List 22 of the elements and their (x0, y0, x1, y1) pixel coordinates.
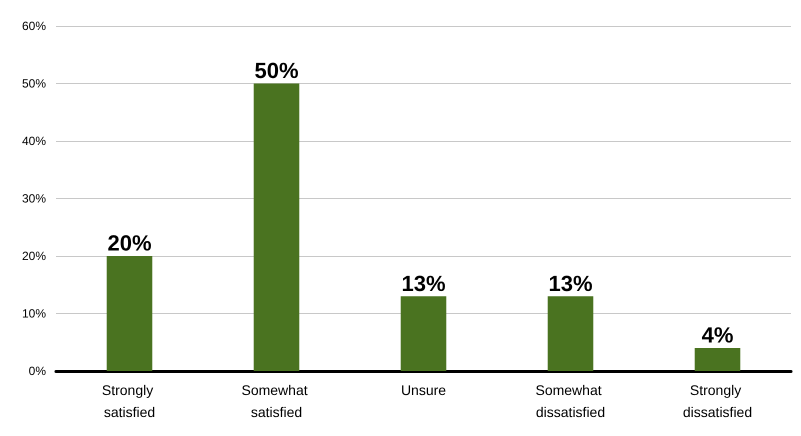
data-label: 20% (107, 230, 152, 256)
y-tick-label: 60% (22, 19, 46, 33)
bar (694, 348, 740, 371)
data-label: 4% (702, 322, 734, 348)
x-tick-label: Somewhat satisfied (241, 382, 312, 420)
y-tick-label: 50% (22, 76, 46, 90)
y-tick-label: 20% (22, 249, 46, 263)
x-tick-label: Unsure (400, 382, 446, 398)
bar (106, 256, 152, 371)
x-tick-label: Strongly dissatisfied (682, 382, 752, 420)
x-tick-label: Strongly satisfied (102, 382, 158, 420)
data-label: 13% (401, 270, 446, 296)
bar (548, 296, 594, 371)
bar (254, 84, 300, 371)
y-tick-label: 40% (22, 134, 46, 148)
bar (400, 296, 446, 371)
y-tick-label: 0% (28, 364, 46, 378)
y-tick-label: 10% (22, 306, 46, 320)
y-tick-label: 30% (22, 192, 46, 206)
x-tick-label: Somewhat dissatisfied (535, 382, 606, 420)
data-label: 50% (254, 58, 299, 83)
data-label: 13% (548, 270, 593, 296)
